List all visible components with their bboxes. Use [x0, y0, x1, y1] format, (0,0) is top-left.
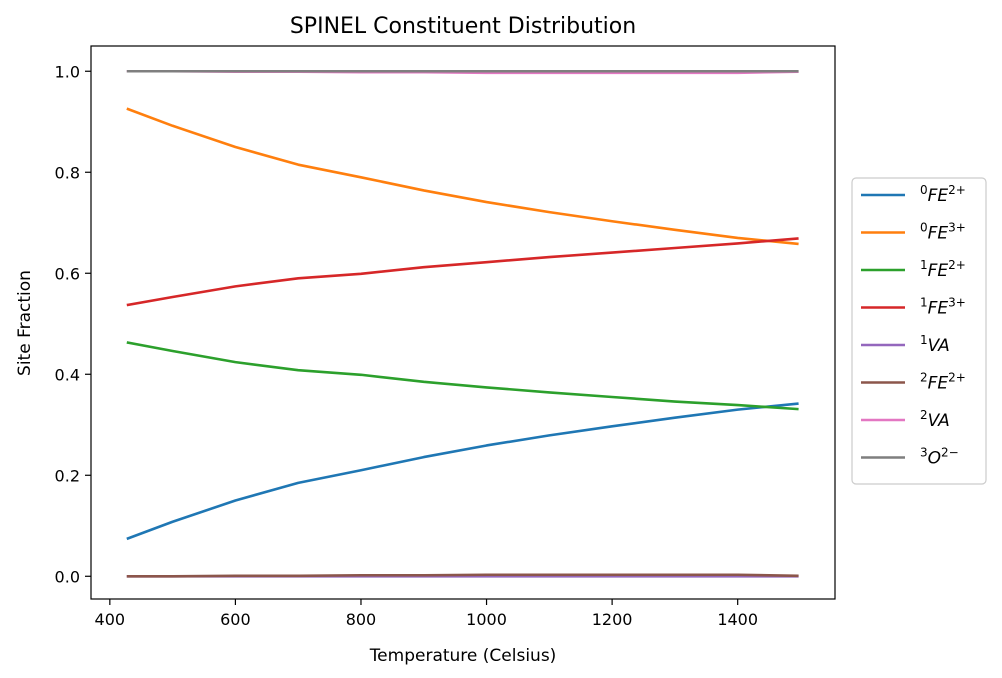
y-tick-label: 0.8	[55, 163, 80, 182]
y-tick-label: 1.0	[55, 62, 80, 81]
legend-box	[851, 177, 987, 485]
series-line-4	[126, 237, 799, 307]
legend-label-2: 0FE3+	[920, 221, 966, 244]
legend-label-5: 1VA	[920, 333, 950, 356]
series-line-1	[126, 402, 799, 541]
legend-label-8: 3O2−	[920, 446, 959, 469]
x-tick-label: 800	[346, 610, 377, 629]
legend-label-6: 2FE2+	[920, 371, 966, 394]
series-line-2	[126, 107, 799, 246]
legend-label-3: 1FE2+	[920, 258, 966, 281]
legend-label-4: 1FE3+	[920, 296, 966, 319]
legend-label-7: 2VA	[920, 408, 950, 431]
legend: 0FE2+ 0FE3+ 1FE2+ 1FE3+ 1VA 2FE2+ 2VA 3O2−	[851, 177, 987, 485]
plot-area: 400 600 800 1000 1200 1400 0.0 0.2 0.4 0.6 0.8 1.0	[55, 45, 836, 629]
series-line-3	[126, 341, 799, 411]
x-tick-label: 1200	[592, 610, 633, 629]
x-tick-label: 600	[220, 610, 251, 629]
y-tick-label: 0.6	[55, 264, 80, 283]
y-tick-label: 0.0	[55, 567, 80, 586]
y-tick-label: 0.2	[55, 466, 80, 485]
y-tick-label: 0.4	[55, 365, 80, 384]
x-tick-label: 400	[95, 610, 126, 629]
plot-frame	[90, 45, 836, 600]
y-axis-label: Site Fraction	[15, 270, 35, 376]
x-tick-label: 1400	[717, 610, 758, 629]
chart-title: SPINEL Constituent Distribution	[290, 14, 636, 39]
series-line-6	[126, 573, 799, 578]
legend-label-1: 0FE2+	[920, 183, 966, 206]
x-axis-label: Temperature (Celsius)	[369, 646, 557, 666]
x-tick-label: 1000	[466, 610, 507, 629]
